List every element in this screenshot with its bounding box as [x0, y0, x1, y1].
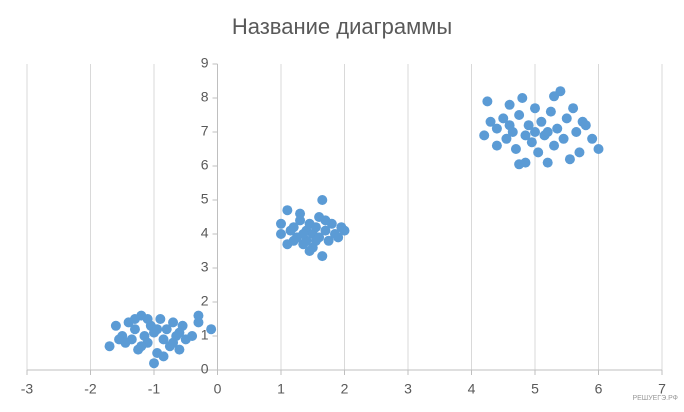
point — [574, 147, 585, 158]
x-tick-label: -1 — [148, 381, 161, 397]
point — [530, 103, 540, 114]
point — [129, 314, 140, 324]
point — [542, 127, 553, 137]
point — [568, 103, 579, 114]
point — [285, 225, 296, 236]
point — [142, 314, 153, 324]
y-tick-label: 6 — [201, 157, 209, 173]
point — [558, 133, 569, 144]
point — [517, 93, 528, 103]
y-tick-label: 5 — [201, 191, 209, 207]
point — [129, 324, 140, 335]
point — [561, 113, 572, 124]
point — [549, 140, 560, 151]
point — [320, 225, 331, 236]
point — [155, 314, 166, 324]
y-tick-label: 3 — [201, 259, 209, 275]
point — [158, 351, 169, 362]
point — [564, 154, 575, 165]
x-tick-label: -3 — [21, 381, 34, 397]
point — [304, 246, 315, 256]
point — [288, 235, 299, 246]
point — [295, 215, 306, 226]
y-tick-label: 9 — [201, 55, 209, 71]
point — [298, 229, 309, 239]
x-tick-label: 0 — [214, 381, 222, 397]
point — [114, 334, 125, 345]
point — [526, 137, 537, 148]
point — [104, 341, 115, 352]
y-tick-label: 4 — [201, 225, 209, 241]
y-tick-label: 8 — [201, 89, 209, 105]
point — [174, 344, 185, 355]
point — [276, 229, 286, 239]
point — [333, 232, 344, 243]
point — [193, 317, 204, 328]
x-tick-label: 1 — [277, 381, 285, 397]
point — [174, 327, 185, 338]
x-tick-label: 2 — [341, 381, 349, 397]
point — [317, 251, 328, 262]
point — [542, 157, 553, 168]
point — [110, 320, 121, 331]
point — [545, 106, 556, 117]
y-tick-label: 1 — [201, 327, 209, 343]
point — [491, 140, 502, 151]
x-tick-label: 3 — [404, 381, 412, 397]
point — [320, 215, 331, 226]
point — [168, 317, 179, 328]
point — [491, 123, 502, 134]
x-tick-label: 6 — [595, 381, 603, 397]
y-tick-label: 2 — [201, 293, 209, 309]
point — [310, 222, 321, 233]
x-tick-label: -2 — [84, 381, 97, 397]
watermark: РЕШУЕГЭ.РФ — [632, 395, 678, 402]
point — [158, 334, 169, 345]
point — [336, 222, 347, 233]
point — [152, 324, 163, 335]
point — [498, 113, 509, 124]
point — [533, 147, 544, 158]
point — [161, 324, 172, 335]
point — [168, 337, 179, 348]
point — [520, 130, 531, 141]
point — [501, 133, 512, 144]
point — [580, 120, 591, 131]
point — [136, 341, 147, 352]
point — [552, 123, 563, 134]
point — [510, 144, 521, 154]
y-tick-label: 7 — [201, 123, 209, 139]
point — [514, 110, 525, 120]
point — [282, 205, 293, 216]
point — [323, 235, 334, 246]
x-tick-label: 7 — [658, 381, 666, 397]
point — [536, 116, 547, 127]
point — [504, 120, 515, 131]
point — [310, 235, 321, 246]
point — [523, 120, 534, 131]
point — [206, 324, 217, 335]
point — [504, 99, 515, 110]
point — [555, 86, 566, 97]
point — [520, 157, 531, 168]
point — [530, 127, 540, 137]
point — [587, 133, 598, 144]
point — [479, 130, 490, 141]
point — [485, 116, 496, 127]
x-tick-label: 5 — [531, 381, 539, 397]
point — [571, 127, 582, 137]
x-tick-label: 4 — [468, 381, 476, 397]
chart-title: Название диаграммы — [232, 14, 452, 39]
point — [482, 96, 493, 107]
y-tick-label: 0 — [201, 361, 209, 377]
point — [276, 218, 286, 229]
point — [187, 331, 198, 341]
point — [593, 144, 604, 154]
point — [126, 334, 137, 345]
point — [317, 195, 328, 205]
point — [149, 358, 159, 369]
